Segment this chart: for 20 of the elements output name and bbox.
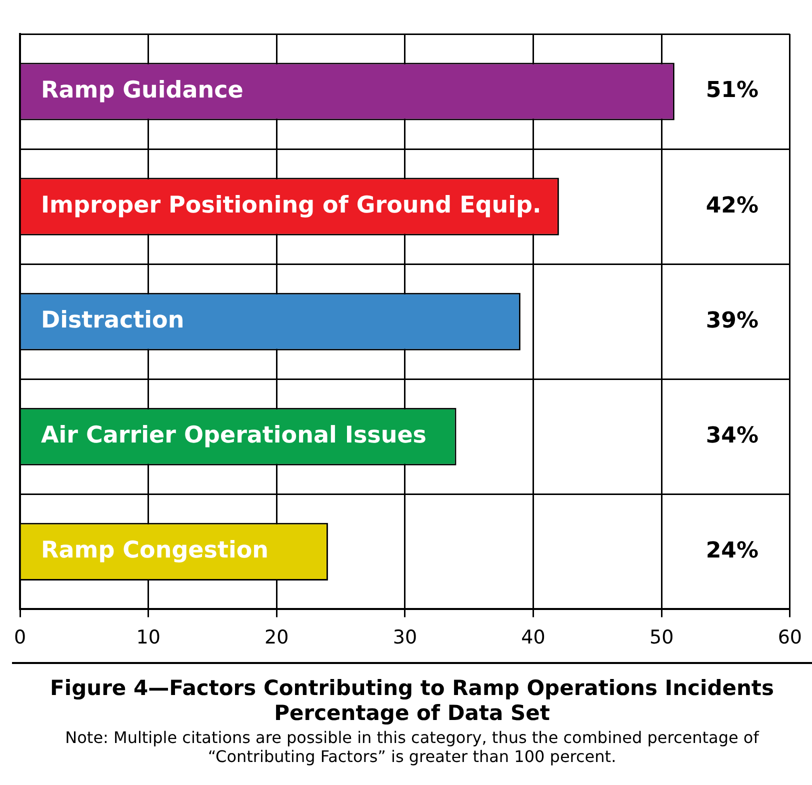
x-tick-label: 30 xyxy=(392,626,418,649)
x-tick-label: 50 xyxy=(650,626,674,649)
data-label: 39% xyxy=(706,308,759,334)
text: Figure 4—Factors Contributing to Ramp Operations Incidents xyxy=(49,676,775,701)
y-tick-label: Air Carrier Operational Issues xyxy=(41,422,426,449)
data-label: 34% xyxy=(706,423,759,448)
data-label: 51% xyxy=(706,78,759,104)
data-label: 24% xyxy=(706,538,759,564)
y-tick-label: Distraction xyxy=(41,308,184,334)
x-tick-label: 60 xyxy=(778,626,802,649)
x-tick-label: 20 xyxy=(264,626,289,649)
x-tick-label: 0 xyxy=(14,626,26,649)
y-tick-label: Ramp Guidance xyxy=(41,77,244,104)
x-tick-label: 10 xyxy=(136,626,160,649)
text: Percentage of Data Set xyxy=(273,701,551,726)
y-tick-label: Ramp Congestion xyxy=(41,538,269,564)
y-tick-label: Improper Positioning of Ground Equip. xyxy=(41,192,542,219)
data-label: 42% xyxy=(706,193,759,218)
text: Note: Multiple citations are possible in this category, thus the combined percentage of “Contributing Factors” is greater than 100 percent. xyxy=(64,728,760,766)
x-tick-label: 40 xyxy=(521,626,546,649)
